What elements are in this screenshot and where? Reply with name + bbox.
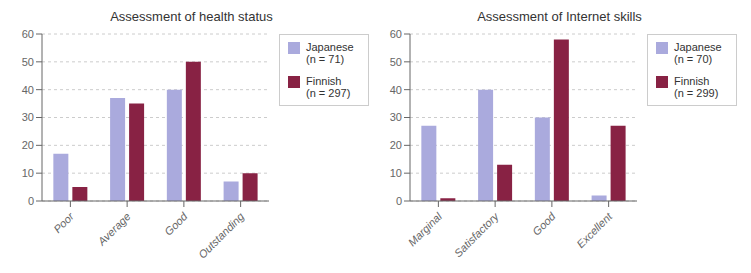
- svg-text:20: 20: [22, 139, 34, 151]
- svg-text:10: 10: [22, 167, 34, 179]
- svg-text:Poor: Poor: [51, 209, 77, 235]
- svg-text:10: 10: [390, 167, 402, 179]
- svg-text:60: 60: [22, 28, 34, 40]
- svg-text:Satisfactory: Satisfactory: [452, 209, 502, 259]
- svg-text:Good: Good: [530, 210, 558, 238]
- html-text:Japanese: Japanese: [674, 41, 722, 53]
- html-text:(n = 297): (n = 297): [306, 87, 351, 99]
- svg-text:Average: Average: [95, 210, 133, 248]
- html-text:Assessment of Internet skills: Assessment of Internet skills: [477, 9, 642, 24]
- svg-text:30: 30: [390, 111, 402, 123]
- html-text:Assessment of health status: Assessment of health status: [110, 9, 273, 24]
- svg-text:Outstanding: Outstanding: [196, 210, 247, 261]
- svg-text:0: 0: [396, 195, 402, 207]
- svg-text:20: 20: [390, 139, 402, 151]
- svg-text:40: 40: [22, 84, 34, 96]
- svg-text:50: 50: [22, 56, 34, 68]
- svg-text:Excellent: Excellent: [574, 210, 615, 251]
- html-text:Japanese: Japanese: [306, 41, 354, 53]
- svg-text:40: 40: [390, 84, 402, 96]
- html-text:(n = 299): (n = 299): [674, 87, 719, 99]
- svg-text:50: 50: [390, 56, 402, 68]
- html-text:(n = 71): (n = 71): [306, 53, 345, 65]
- svg-text:30: 30: [22, 111, 34, 123]
- svg-text:60: 60: [390, 28, 402, 40]
- svg-text:Good: Good: [162, 210, 190, 238]
- svg-text:0: 0: [28, 195, 34, 207]
- svg-text:Marginal: Marginal: [406, 210, 445, 249]
- html-text:Finnish: Finnish: [306, 75, 342, 87]
- html-text:(n = 70): (n = 70): [674, 53, 713, 65]
- html-text:Finnish: Finnish: [674, 75, 710, 87]
